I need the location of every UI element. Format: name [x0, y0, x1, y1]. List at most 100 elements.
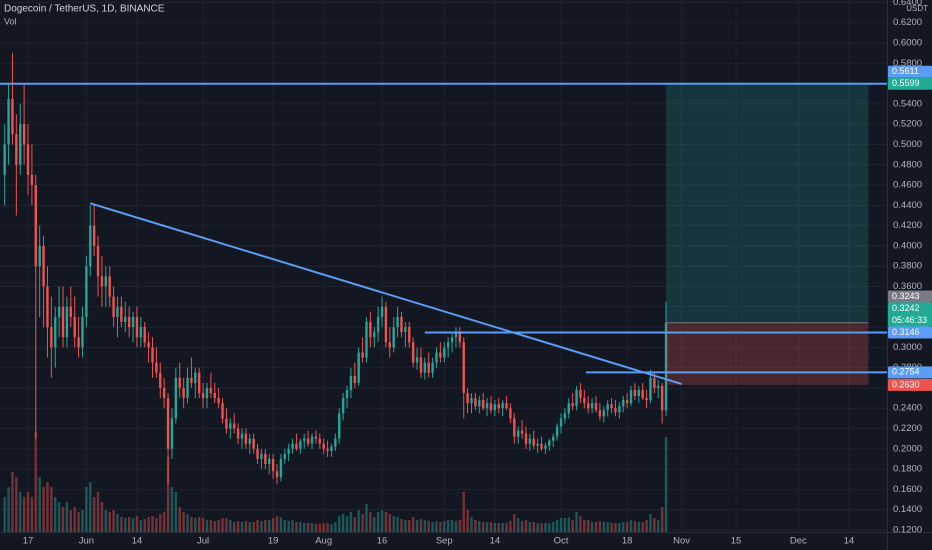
candle-body [392, 327, 395, 348]
volume-bar [96, 492, 100, 532]
candle-body [380, 306, 384, 317]
volume-bar [334, 522, 337, 532]
volume-bar [19, 492, 22, 532]
candle-body [229, 423, 232, 429]
volume-bar [610, 523, 613, 532]
candle-body [30, 174, 34, 186]
candle-body [143, 327, 146, 343]
candle-body [396, 316, 399, 328]
candle-body [19, 124, 22, 165]
candle-body [583, 398, 586, 404]
volume-bar [73, 507, 76, 532]
countdown: 05:46:33 [892, 315, 927, 325]
y-tick-label: 0.5200 [893, 119, 922, 130]
y-tick-label: 0.2200 [893, 423, 922, 434]
candle-body [474, 398, 477, 407]
candle-body [400, 316, 403, 333]
volume-bar [162, 512, 166, 532]
volume-bar [415, 520, 419, 532]
volume-bar [271, 518, 275, 532]
candle-body [264, 453, 267, 465]
candle-body [435, 352, 438, 363]
candle-body [411, 342, 415, 363]
price-tag-label: 0.5599 [892, 78, 920, 88]
candle-body [606, 404, 609, 411]
volume-bar [217, 520, 220, 532]
x-tick-label: 18 [622, 536, 633, 547]
volume-bar [520, 521, 524, 532]
candle-body [330, 446, 333, 451]
volume-bar [104, 510, 108, 532]
candle-body [664, 323, 668, 411]
candle-body [182, 387, 185, 399]
volume-bar [423, 520, 427, 532]
candle-body [485, 403, 489, 409]
volume-bar [159, 514, 162, 532]
drawings [0, 82, 887, 385]
candle-body [225, 418, 228, 429]
volume-bar [303, 523, 306, 532]
candle-body [341, 398, 345, 414]
volume-bar [411, 517, 415, 532]
volume-bar [489, 522, 493, 532]
volume-bar [567, 517, 570, 532]
candle-body [618, 406, 621, 413]
volume-bar [77, 512, 80, 532]
candle-body [501, 403, 504, 409]
candle-body [653, 377, 656, 388]
candle-body [322, 443, 325, 449]
volume-bar [524, 520, 528, 532]
candle-body [657, 385, 660, 388]
volume-bar [485, 522, 489, 532]
y-tick-label: 0.3600 [893, 281, 922, 292]
candle-body [81, 316, 84, 348]
candle-body [443, 347, 446, 358]
volume-bar [509, 521, 512, 532]
x-tick-label: 17 [23, 536, 34, 547]
candle-body [73, 316, 76, 338]
volume-bar [322, 523, 325, 532]
volume-bar [408, 520, 411, 532]
candle-body [594, 403, 598, 411]
volume-bar [419, 519, 423, 532]
volume-bar [462, 492, 465, 532]
x-tick-label: Dec [790, 536, 807, 547]
candle-body [349, 375, 353, 390]
volume-bar [633, 521, 637, 532]
volume-bar [369, 512, 372, 532]
candle-body [602, 410, 605, 417]
price-tag-label: 0.5611 [892, 66, 919, 76]
volume-bar [431, 522, 434, 532]
plot [3, 53, 668, 532]
volume-bar [478, 521, 481, 532]
volume-bar [388, 514, 392, 532]
price-tag [888, 290, 932, 303]
y-tick-label: 0.4400 [893, 200, 922, 211]
volume-bar [602, 522, 605, 532]
volume-bar [481, 522, 485, 532]
candle-body [353, 375, 356, 383]
candle-body [283, 453, 286, 459]
volume-bar [252, 522, 255, 532]
volume-bar [314, 524, 318, 532]
volume-bar [552, 522, 555, 532]
candle-body [357, 352, 360, 383]
candle-body [575, 389, 578, 407]
y-tick-label: 0.4200 [893, 220, 922, 231]
volume-bar [213, 521, 216, 532]
y-tick-label: 0.1200 [893, 524, 922, 535]
volume-bar [85, 487, 88, 532]
volume-bar [443, 521, 446, 532]
volume-bar [645, 520, 648, 532]
candle-body [197, 372, 201, 394]
volume-bar [357, 510, 360, 532]
price-tag [888, 65, 932, 78]
volume-bar [536, 523, 539, 532]
candle-body [310, 436, 314, 444]
volume-bar [528, 522, 532, 532]
candle-body [598, 410, 602, 417]
volume-bar [155, 518, 158, 532]
volume-bar [236, 521, 240, 532]
